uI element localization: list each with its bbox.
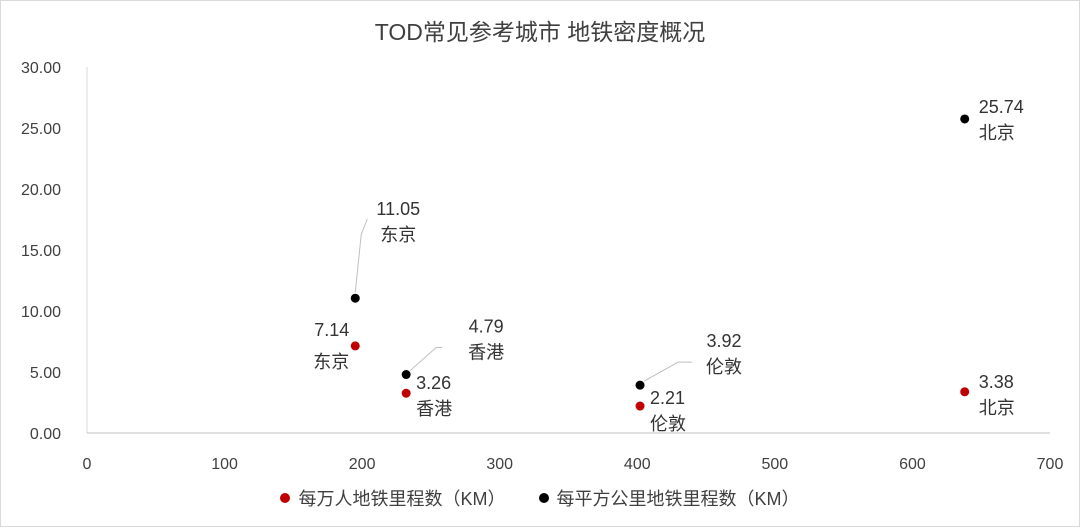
legend-label: 每平方公里地铁里程数（KM） bbox=[556, 489, 800, 509]
data-label-value: 25.74 bbox=[979, 97, 1024, 117]
x-tick-label: 300 bbox=[486, 456, 513, 473]
x-tick-labels: 0 100 200 300 400 500 600 700 bbox=[83, 456, 1064, 473]
data-label-city: 北京 bbox=[979, 398, 1015, 418]
y-tick-label: 25.00 bbox=[21, 121, 61, 138]
data-label-city: 香港 bbox=[468, 343, 504, 363]
data-point bbox=[350, 293, 360, 303]
leader-line bbox=[643, 361, 693, 382]
x-tick-label: 600 bbox=[899, 456, 926, 473]
y-tick-label: 0.00 bbox=[30, 426, 61, 443]
data-point bbox=[635, 401, 645, 411]
data-label-city: 北京 bbox=[979, 123, 1015, 143]
data-label-value: 3.92 bbox=[707, 331, 742, 351]
data-label-value: 7.14 bbox=[314, 320, 349, 340]
data-points bbox=[350, 114, 970, 411]
y-tick-labels: 0.00 5.00 10.00 15.00 20.00 25.00 30.00 bbox=[21, 60, 61, 443]
leader-line bbox=[409, 347, 443, 371]
data-point bbox=[635, 380, 645, 390]
y-tick-label: 30.00 bbox=[21, 60, 61, 77]
legend-item-per-sq-km: 每平方公里地铁里程数（KM） bbox=[538, 485, 800, 511]
data-point bbox=[960, 387, 970, 397]
leader-lines bbox=[354, 219, 693, 382]
data-label-city: 东京 bbox=[313, 352, 349, 372]
chart-title: TOD常见参考城市 地铁密度概况 bbox=[374, 19, 706, 45]
data-label-city: 伦敦 bbox=[706, 357, 742, 377]
data-label-value: 3.38 bbox=[979, 372, 1014, 392]
y-tick-label: 10.00 bbox=[21, 304, 61, 321]
data-point bbox=[960, 114, 970, 124]
data-point bbox=[401, 370, 411, 380]
x-tick-label: 700 bbox=[1037, 456, 1064, 473]
y-tick-label: 15.00 bbox=[21, 243, 61, 260]
x-tick-label: 400 bbox=[624, 456, 651, 473]
legend-label: 每万人地铁里程数（KM） bbox=[298, 489, 506, 509]
data-label-value: 2.21 bbox=[650, 388, 685, 408]
data-label-city: 香港 bbox=[416, 399, 452, 419]
legend-item-per-10k-people: 每万人地铁里程数（KM） bbox=[280, 485, 505, 511]
data-label-city: 东京 bbox=[380, 225, 416, 245]
data-point bbox=[350, 341, 360, 351]
x-tick-label: 100 bbox=[211, 456, 238, 473]
x-tick-label: 500 bbox=[762, 456, 789, 473]
data-label-city: 伦敦 bbox=[650, 414, 686, 434]
data-point bbox=[401, 388, 411, 398]
legend-marker-red bbox=[280, 493, 291, 503]
data-label-value: 3.26 bbox=[416, 373, 451, 393]
leader-line bbox=[354, 219, 368, 293]
y-tick-label: 20.00 bbox=[21, 182, 61, 199]
x-tick-label: 200 bbox=[349, 456, 376, 473]
data-label-value: 4.79 bbox=[469, 317, 504, 337]
legend-marker-black bbox=[538, 493, 549, 503]
legend: 每万人地铁里程数（KM） 每平方公里地铁里程数（KM） bbox=[1, 485, 1079, 511]
data-labels: 7.14 东京 3.26 香港 2.21 伦敦 3.38 北京 11.05 东京 4.79 香港 3.9… bbox=[313, 97, 1023, 434]
x-tick-label: 0 bbox=[83, 456, 92, 473]
y-tick-label: 5.00 bbox=[30, 365, 61, 382]
data-label-value: 11.05 bbox=[376, 199, 420, 219]
